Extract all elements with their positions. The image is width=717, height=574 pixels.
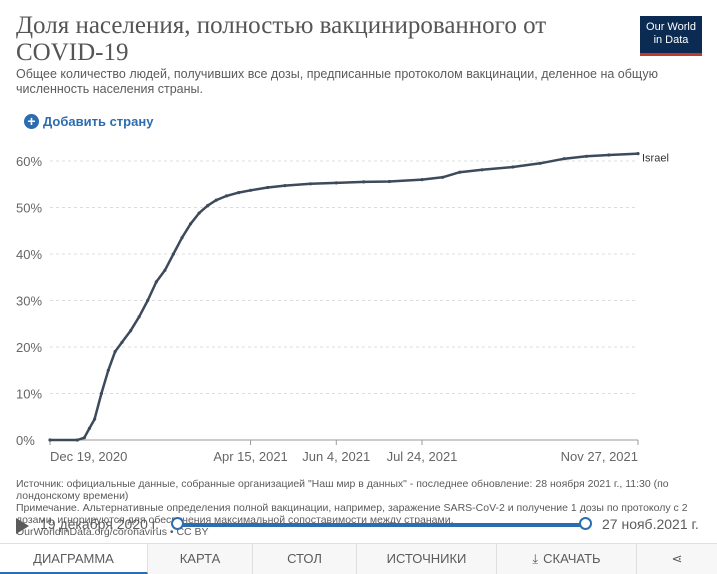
data-point: [189, 222, 193, 226]
download-icon: ⤓: [532, 551, 539, 566]
y-tick-label: 40%: [16, 247, 42, 262]
data-point: [197, 211, 201, 215]
data-point: [106, 368, 110, 372]
timeline-start-handle[interactable]: [171, 517, 184, 530]
data-point: [154, 280, 158, 284]
series-layer: Israel: [48, 152, 669, 442]
data-point: [171, 252, 175, 256]
add-country-button[interactable]: + Добавить страну: [24, 114, 153, 129]
y-tick-label: 60%: [16, 154, 42, 169]
x-tick-label: Jul 24, 2021: [387, 449, 458, 464]
logo-accent-bar: [640, 53, 702, 56]
timeline-start-label: 19 декабря 2020 г.: [40, 516, 160, 532]
chart-subtitle: Общее количество людей, получивших все д…: [16, 67, 658, 96]
data-point: [225, 194, 229, 198]
x-tick-label: Apr 15, 2021: [213, 449, 287, 464]
y-tick-label: 0%: [16, 433, 35, 448]
tab-map[interactable]: КАРТА: [148, 544, 253, 574]
y-tick-label: 10%: [16, 387, 42, 402]
data-point: [120, 340, 124, 344]
timeline-track[interactable]: [178, 523, 586, 527]
data-point: [362, 180, 366, 184]
data-point: [283, 184, 287, 188]
tab-download[interactable]: ⤓ СКАЧАТЬ: [497, 544, 637, 574]
y-tick-label: 20%: [16, 340, 42, 355]
share-icon: ⋖: [671, 551, 683, 566]
chart-title: Доля населения, полностью вакцинированно…: [16, 12, 547, 66]
data-point: [137, 315, 141, 319]
source-url[interactable]: OurWorldInData.org/coronavirus • CC BY: [16, 526, 209, 538]
tab-chart[interactable]: ДИАГРАММА: [0, 544, 148, 574]
share-button[interactable]: ⋖: [637, 544, 717, 574]
x-tick-label: Dec 19, 2020: [50, 449, 127, 464]
data-point: [113, 350, 117, 354]
data-point: [334, 181, 338, 185]
data-point: [387, 179, 391, 184]
data-point: [458, 170, 462, 174]
data-point: [75, 438, 79, 442]
data-point: [206, 204, 210, 208]
data-point: [562, 157, 566, 161]
plus-circle-icon: +: [24, 114, 39, 129]
x-tick-label: Jun 4, 2021: [302, 449, 370, 464]
data-point: [48, 438, 52, 442]
play-icon[interactable]: [16, 518, 29, 534]
timeline-end-handle[interactable]: [579, 517, 592, 530]
data-point: [180, 236, 184, 240]
data-point: [420, 178, 424, 182]
x-axis: Dec 19, 2020 Apr 15, 2021 Jun 4, 2021 Jul 2…: [49, 440, 639, 464]
data-point: [87, 426, 91, 430]
tab-table[interactable]: СТОЛ: [253, 544, 357, 574]
data-point: [607, 153, 611, 157]
series-label: Israel: [642, 153, 669, 165]
owid-logo[interactable]: Our World in Data: [640, 16, 702, 56]
data-point: [480, 168, 484, 172]
tab-bar: ДИАГРАММА КАРТА СТОЛ ИСТОЧНИКИ ⤓ СКАЧАТЬ …: [0, 543, 717, 574]
data-point: [163, 268, 167, 272]
data-point: [585, 154, 589, 158]
data-point: [93, 417, 97, 421]
data-point: [441, 175, 445, 179]
data-point: [266, 185, 270, 190]
data-point: [82, 436, 86, 440]
y-axis: 0% 10% 20% 30% 40% 50% 60%: [16, 154, 42, 448]
data-point: [146, 298, 150, 303]
add-country-label: Добавить страну: [43, 114, 154, 129]
data-point: [129, 329, 133, 333]
data-point: [214, 198, 218, 202]
data-point: [237, 191, 241, 195]
line-chart: 0% 10% 20% 30% 40% 50% 60% Dec 19, 2020 Apr 15,…: [16, 152, 669, 464]
data-point: [99, 391, 103, 396]
y-tick-label: 50%: [16, 201, 42, 216]
tab-sources[interactable]: ИСТОЧНИКИ: [357, 544, 497, 574]
logo-line-2: in Data: [653, 34, 689, 46]
source-note: Источник: официальные данные, собранные …: [16, 478, 669, 502]
timeline-end-label: 27 нояб.2021 г.: [602, 516, 699, 532]
data-point: [538, 161, 542, 165]
timeline: 19 декабря 2020 г. 27 нояб.2021 г.: [14, 514, 714, 536]
data-point: [636, 152, 640, 156]
data-point: [249, 188, 253, 192]
data-point: [309, 182, 313, 186]
data-point: [511, 165, 515, 169]
series-line-israel: [50, 152, 639, 442]
y-tick-label: 30%: [16, 294, 42, 309]
x-tick-label: Nov 27, 2021: [561, 449, 638, 464]
logo-line-1: Our World: [646, 21, 696, 33]
grid-lines: [50, 160, 638, 441]
